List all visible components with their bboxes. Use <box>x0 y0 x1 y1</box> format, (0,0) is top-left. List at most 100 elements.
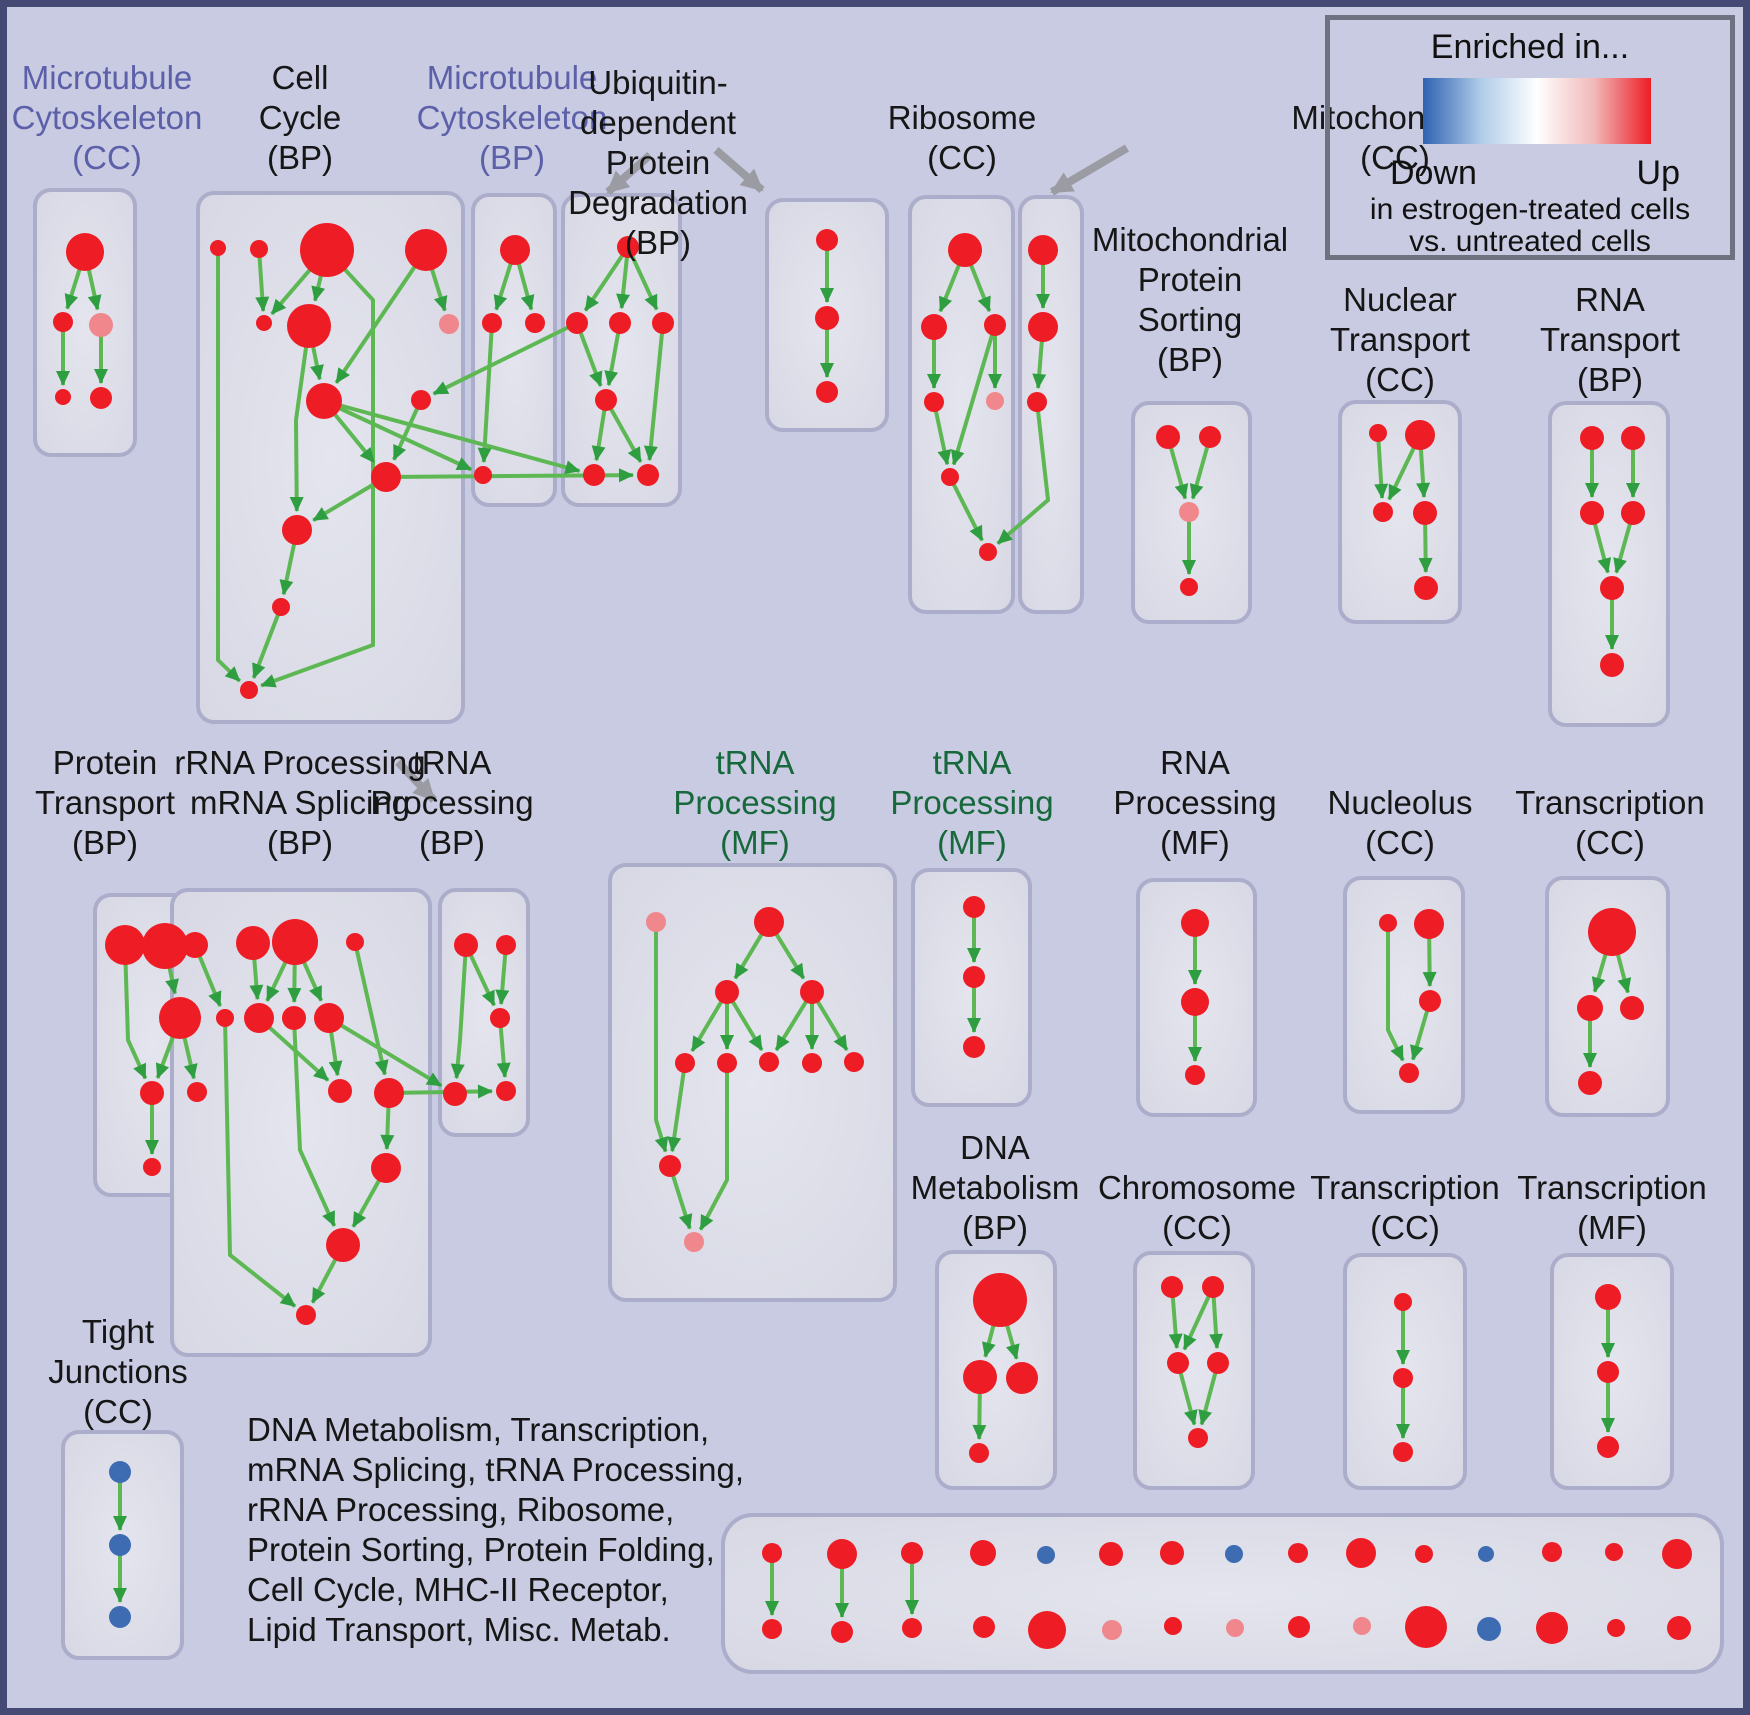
gene-node-rna-transport-1 <box>1621 426 1645 450</box>
gene-node-ubiq-main-1 <box>566 312 588 334</box>
gene-node-rna-transport-3 <box>1621 501 1645 525</box>
gene-node-rna-transport-2 <box>1580 501 1604 525</box>
gene-node-ubiq-main-6 <box>637 464 659 486</box>
edge-cell-cycle <box>255 248 270 312</box>
label-transcription-mf: Transcription (MF) <box>1517 1169 1707 1246</box>
gene-node-tight-junctions-2 <box>109 1606 131 1628</box>
legend-endpoints: Down Up <box>1390 154 1680 193</box>
gene-node-misc-6 <box>970 1540 996 1566</box>
legend-title: Enriched in... <box>1430 28 1630 66</box>
gene-node-trna-mf-1-9 <box>659 1155 681 1177</box>
gene-node-mt-cc-1 <box>53 312 73 332</box>
gene-node-rrna-8 <box>328 1079 352 1103</box>
nodes-layer <box>53 223 1692 1649</box>
gene-node-misc-14 <box>1225 1545 1243 1563</box>
edge-trna-bp <box>450 944 468 1080</box>
gene-node-rrna-7 <box>314 1003 344 1033</box>
gene-node-ubiq-main-0 <box>617 236 639 258</box>
gene-node-mt-cc-3 <box>55 389 71 405</box>
edge-trna-mf-1 <box>667 1062 687 1153</box>
gene-node-nucleolus-1 <box>1414 909 1444 939</box>
gene-node-trna-bp-1 <box>496 935 516 955</box>
gene-node-misc-11 <box>1102 1620 1122 1640</box>
gene-node-nuclear-transport-1 <box>1405 420 1435 450</box>
gene-node-protein-transport-1 <box>142 923 188 969</box>
gene-node-transcription-cc-2-2 <box>1393 1442 1413 1462</box>
gene-node-misc-27 <box>1607 1619 1625 1637</box>
edge-trna-mf-1 <box>698 1063 729 1231</box>
gene-node-cell-cycle-6 <box>439 314 459 334</box>
gene-node-misc-2 <box>827 1539 857 1569</box>
gene-node-chromosome-2 <box>1167 1352 1189 1374</box>
label-rrna: rRNA Processing mRNA Splicing (BP) <box>174 744 426 861</box>
gene-node-rrna-11 <box>326 1228 360 1262</box>
gene-node-rrna-12 <box>296 1305 316 1325</box>
cross-edge <box>323 399 581 475</box>
gene-node-protein-transport-2 <box>159 997 201 1039</box>
edge-ubiq-main <box>575 322 603 387</box>
gene-node-ribosome-3 <box>924 392 944 412</box>
gene-node-chromosome-3 <box>1207 1352 1229 1374</box>
gene-node-protein-transport-4 <box>187 1082 207 1102</box>
gene-node-rrna-4 <box>216 1009 234 1027</box>
gene-node-trna-mf-1-0 <box>646 912 666 932</box>
edge-ubiq-main <box>626 246 659 311</box>
gene-node-dna-metabolism-1 <box>963 1360 997 1394</box>
gene-node-misc-5 <box>902 1618 922 1638</box>
gene-node-misc-7 <box>973 1616 995 1638</box>
label-trna-mf-2: tRNA Processing (MF) <box>890 744 1054 861</box>
gene-node-trna-mf-1-5 <box>717 1053 737 1073</box>
cluster-box-transcription-cc-1 <box>1545 876 1670 1117</box>
gene-node-ubiq-main-4 <box>595 389 617 411</box>
gene-node-transcription-cc-1-1 <box>1577 995 1603 1021</box>
gene-node-misc-0 <box>762 1543 782 1563</box>
label-mt-bp: Microtubule Cytoskeleton (BP) <box>416 59 608 176</box>
gene-node-cell-cycle-9 <box>371 462 401 492</box>
gene-node-transcription-cc-1-3 <box>1578 1071 1602 1095</box>
gene-node-protein-transport-3 <box>140 1081 164 1105</box>
label-trna-mf-1: tRNA Processing (MF) <box>673 744 837 861</box>
gene-node-ubiq-main-5 <box>583 464 605 486</box>
gene-node-tight-junctions-0 <box>109 1461 131 1483</box>
gene-node-cell-cycle-7 <box>306 383 342 419</box>
gene-node-mt-cc-0 <box>66 233 104 271</box>
edge-protein-transport <box>123 944 148 1080</box>
gene-node-misc-21 <box>1405 1606 1447 1648</box>
gene-node-mitochondrion-0 <box>1028 235 1058 265</box>
gene-node-cell-cycle-1 <box>250 240 268 258</box>
gene-node-protein-transport-0 <box>105 925 145 965</box>
edge-cell-cycle <box>334 248 428 384</box>
gene-node-ubiq-chain-0 <box>816 229 838 251</box>
cluster-box-trna-mf-1 <box>608 863 897 1302</box>
gene-node-cell-cycle-4 <box>256 315 272 331</box>
gene-node-chromosome-4 <box>1188 1428 1208 1448</box>
edge-nuclear-transport <box>1374 432 1389 499</box>
cluster-box-mt-cc <box>33 188 137 457</box>
edge-cell-cycle <box>392 399 423 461</box>
edge-rrna <box>223 1017 297 1308</box>
gene-node-rrna-6 <box>282 1006 306 1030</box>
cluster-box-rna-transport <box>1548 401 1670 727</box>
gene-node-mt-bp-0 <box>500 235 530 265</box>
gene-node-rna-transport-5 <box>1600 653 1624 677</box>
gene-node-transcription-cc-1-0 <box>1588 908 1636 956</box>
gene-node-mt-bp-3 <box>474 466 492 484</box>
gene-node-rna-transport-4 <box>1600 576 1624 600</box>
gene-node-tight-junctions-1 <box>109 1534 131 1556</box>
gene-node-ubiq-chain-2 <box>816 381 838 403</box>
gene-node-ribosome-1 <box>921 314 947 340</box>
gene-node-nucleolus-0 <box>1379 914 1397 932</box>
label-pointer-arrow-1 <box>713 146 765 194</box>
gene-node-rrna-3 <box>346 933 364 951</box>
gene-node-mt-cc-4 <box>90 387 112 409</box>
cross-edge <box>323 399 473 472</box>
label-ribosome: Ribosome (CC) <box>887 99 1037 176</box>
gene-node-mito-sorting-1 <box>1199 426 1221 448</box>
gene-node-rrna-2 <box>272 919 318 965</box>
gene-node-ubiq-chain-1 <box>815 306 839 330</box>
gene-node-cell-cycle-5 <box>287 304 331 348</box>
gene-node-rna-transport-0 <box>1580 426 1604 450</box>
gene-node-misc-29 <box>1667 1616 1691 1640</box>
gene-node-misc-10 <box>1099 1542 1123 1566</box>
